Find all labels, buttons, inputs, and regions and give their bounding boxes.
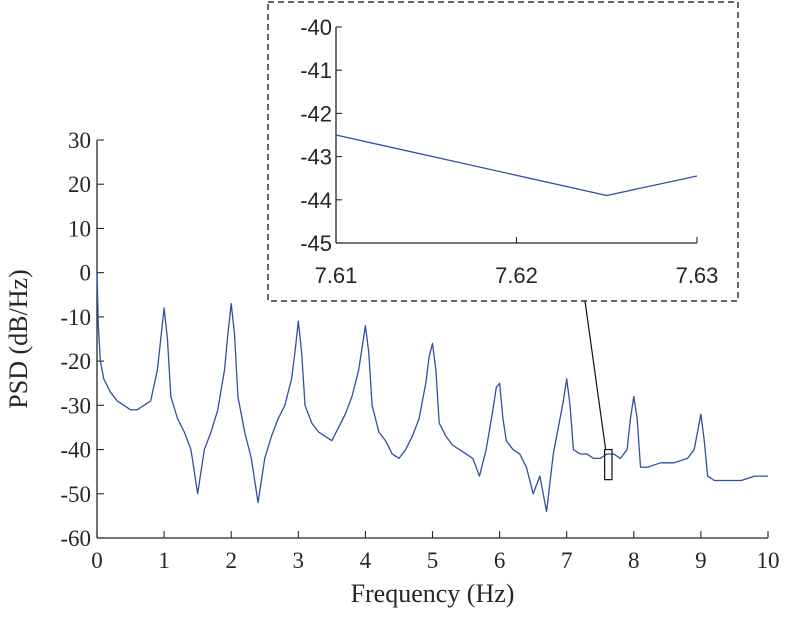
y-tick-label: -60	[60, 526, 91, 551]
y-tick-label: 10	[68, 216, 91, 241]
x-tick-label: 1	[158, 548, 170, 573]
x-tick-label: 6	[494, 548, 506, 573]
inset-plot: 7.61 7.62 7.63 -40 -41 -42 -43 -44 -45	[267, 1, 739, 302]
x-tick-label: 7.62	[495, 263, 538, 288]
y-tick-label: -20	[60, 349, 91, 374]
x-tick-label: 7	[561, 548, 573, 573]
x-tick-label: 10	[757, 548, 780, 573]
inset-frame	[267, 1, 739, 302]
x-tick-label: 5	[427, 548, 439, 573]
x-tick-label: 3	[293, 548, 305, 573]
y-tick-label: 30	[68, 128, 91, 153]
y-tick-label: 0	[80, 261, 92, 286]
y-tick-label: -43	[300, 145, 332, 170]
psd-series-line	[96, 272, 768, 513]
x-tick-label: 9	[695, 548, 707, 573]
y-tick-label: -40	[60, 438, 91, 463]
y-tick-label: -41	[300, 58, 332, 83]
y-tick-label: -50	[60, 482, 91, 507]
zoom-region-box	[604, 448, 613, 481]
zoom-leader-line	[584, 300, 607, 450]
y-axis-title: PSD (dB/Hz)	[4, 269, 33, 408]
zoom-indicator	[584, 300, 613, 481]
y-tick-label: -10	[60, 305, 91, 330]
y-tick-label: -44	[300, 188, 332, 213]
psd-series-line	[335, 134, 698, 197]
x-tick-label: 4	[360, 548, 372, 573]
y-tick-label: -40	[300, 15, 332, 40]
x-tick-label: 7.61	[315, 263, 358, 288]
x-tick-label: 7.63	[676, 263, 719, 288]
y-tick-label: -45	[300, 231, 332, 256]
x-axis-title: Frequency (Hz)	[351, 579, 515, 608]
x-tick-label: 8	[628, 548, 640, 573]
y-tick-label: -30	[60, 393, 91, 418]
x-tick-label: 2	[225, 548, 237, 573]
y-tick-label: -42	[300, 101, 332, 126]
x-tick-label: 0	[91, 548, 103, 573]
main-plot: 0 1 2 3 4 5 6 7 8 9 10 30 20 10 0 -10 -20 -30 -40 -50 -60 Fre…	[4, 128, 780, 608]
y-tick-label: 20	[68, 172, 91, 197]
